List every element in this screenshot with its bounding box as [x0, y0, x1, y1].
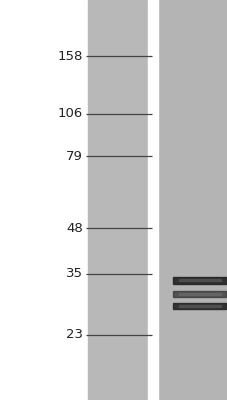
Bar — [178, 293, 220, 295]
Text: 23: 23 — [66, 328, 83, 341]
Bar — [178, 279, 220, 281]
Text: 35: 35 — [66, 268, 83, 280]
Bar — [173, 277, 225, 284]
Bar — [178, 305, 220, 307]
Text: 106: 106 — [57, 107, 83, 120]
Text: 79: 79 — [66, 150, 83, 163]
Bar — [88, 0, 147, 400]
Bar — [157, 0, 227, 400]
Text: 48: 48 — [66, 222, 83, 235]
Bar — [147, 0, 157, 400]
Bar — [173, 303, 225, 309]
Bar — [173, 291, 225, 297]
Text: 158: 158 — [57, 50, 83, 63]
